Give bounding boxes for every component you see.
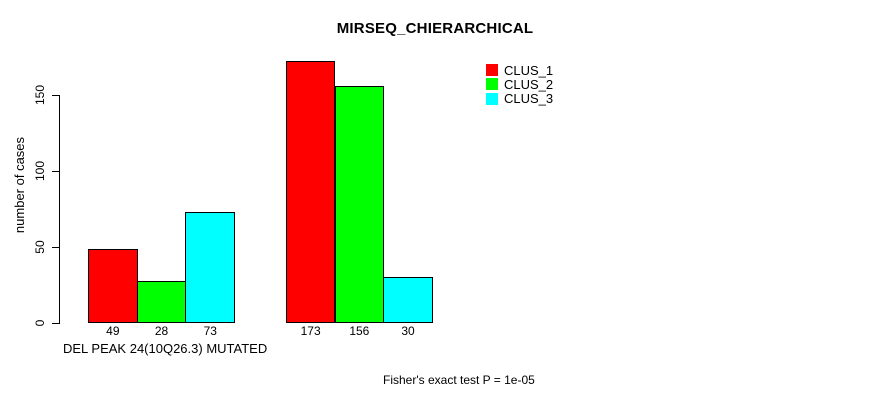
legend-item-clus_2: CLUS_2 <box>486 77 553 91</box>
bar-clus_2-group1 <box>136 280 187 323</box>
y-tick-mark <box>52 94 59 96</box>
legend-item-clus_1: CLUS_1 <box>486 63 553 77</box>
chart-title: MIRSEQ_CHIERARCHICAL <box>336 20 534 37</box>
bar-clus_2-group2 <box>334 86 385 323</box>
y-tick-mark <box>52 246 59 248</box>
bar-value-label: 49 <box>106 324 120 338</box>
y-tick-mark <box>52 170 59 172</box>
y-axis-line <box>59 95 60 324</box>
y-tick-label: 50 <box>33 240 47 254</box>
legend-swatch-clus_3 <box>486 92 498 105</box>
x-axis-label: DEL PEAK 24(10Q26.3) MUTATED <box>63 341 268 356</box>
legend: CLUS_1 CLUS_2 CLUS_3 <box>486 63 553 106</box>
bar-value-label: 156 <box>349 324 370 338</box>
y-tick-label: 100 <box>33 161 47 182</box>
y-tick-label: 150 <box>33 85 47 106</box>
legend-swatch-clus_2 <box>486 78 498 91</box>
bar-value-label: 28 <box>154 324 169 338</box>
legend-label: CLUS_1 <box>504 62 554 78</box>
bar-value-label: 30 <box>401 324 415 338</box>
bar-value-label: 173 <box>300 324 321 338</box>
legend-label: CLUS_3 <box>504 91 554 107</box>
footnote-text: Fisher's exact test P = 1e-05 <box>383 373 535 387</box>
bar-clus_3-group2 <box>383 277 433 323</box>
bar-clus_1-group1 <box>88 248 138 323</box>
bar-clus_1-group2 <box>285 60 336 323</box>
legend-label: CLUS_2 <box>504 76 554 92</box>
y-axis-label: number of cases <box>12 136 27 234</box>
y-tick-mark <box>52 322 59 324</box>
y-tick-label: 0 <box>33 319 47 327</box>
legend-item-clus_3: CLUS_3 <box>486 92 553 106</box>
bar-clus_3-group1 <box>185 212 236 323</box>
legend-swatch-clus_1 <box>486 64 498 77</box>
bar-value-label: 73 <box>203 324 217 338</box>
